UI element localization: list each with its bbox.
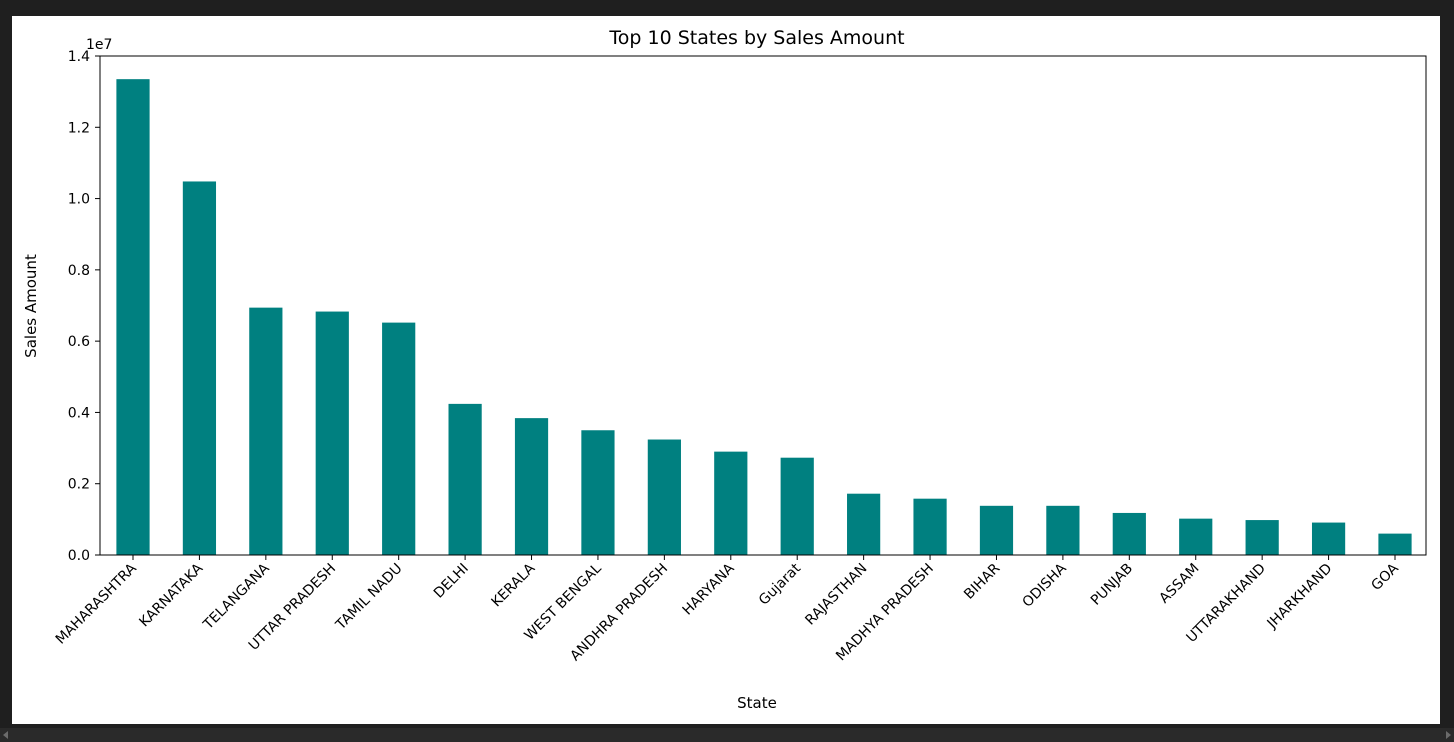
bar-rajasthan xyxy=(847,493,881,555)
bar-punjab xyxy=(1112,512,1146,555)
bar-bihar xyxy=(979,505,1014,555)
x-tick-label: MAHARASHTRA xyxy=(53,560,140,647)
bar-delhi xyxy=(448,403,482,555)
x-tick-label: KERALA xyxy=(489,560,539,610)
bar-karnataka xyxy=(182,181,217,555)
bar-haryana xyxy=(714,451,748,555)
chart-canvas: Top 10 States by Sales Amount 1e7 Sales … xyxy=(12,16,1440,724)
bar-telangana xyxy=(249,307,283,555)
bar-uttar-pradesh xyxy=(315,311,349,555)
x-tick-label: TAMIL NADU xyxy=(332,561,405,634)
bars-group xyxy=(116,79,1412,556)
x-axis-label: State xyxy=(737,694,777,712)
bar-uttarakhand xyxy=(1245,520,1279,555)
y-tick-label: 0.8 xyxy=(68,263,90,279)
y-tick-label: 1.4 xyxy=(68,49,90,65)
y-tick-label: 0.6 xyxy=(68,334,90,350)
x-tick-label: ASSAM xyxy=(1156,561,1202,607)
x-tick-label: Gujarat xyxy=(756,560,804,608)
bar-maharashtra xyxy=(116,79,150,556)
x-tick-label: ODISHA xyxy=(1020,560,1070,610)
bar-goa xyxy=(1378,533,1412,555)
bar-kerala xyxy=(514,418,549,555)
scroll-left-arrow-icon[interactable] xyxy=(3,731,8,739)
bar-gujarat xyxy=(780,457,814,555)
x-tick-label: BIHAR xyxy=(961,560,1003,602)
bar-assam xyxy=(1179,518,1213,555)
y-tick-label: 0.0 xyxy=(68,548,90,564)
y-tick-label: 1.0 xyxy=(68,192,90,208)
bar-andhra-pradesh xyxy=(647,439,681,555)
x-tick-label: HARYANA xyxy=(680,560,738,618)
x-tick-label: TELANGANA xyxy=(200,560,273,633)
scroll-right-arrow-icon[interactable] xyxy=(1446,731,1451,739)
y-axis-ticks: 0.0 0.2 0.4 0.6 0.8 1.0 1.2 1.4 xyxy=(68,49,100,564)
x-tick-label: JHARKHAND xyxy=(1264,561,1336,633)
y-axis-label: Sales Amount xyxy=(22,254,40,358)
bar-west-bengal xyxy=(581,430,615,555)
x-tick-label: GOA xyxy=(1368,560,1402,594)
bar-odisha xyxy=(1046,505,1080,555)
x-tick-label: PUNJAB xyxy=(1088,561,1136,609)
y-tick-label: 1.2 xyxy=(68,120,90,136)
horizontal-scrollbar[interactable] xyxy=(0,728,1454,742)
bar-jharkhand xyxy=(1311,522,1346,555)
bar-chart: Top 10 States by Sales Amount 1e7 Sales … xyxy=(22,27,1427,712)
y-tick-label: 0.4 xyxy=(68,405,90,421)
bar-tamil-nadu xyxy=(382,322,416,555)
chart-title: Top 10 States by Sales Amount xyxy=(608,27,904,49)
x-tick-label: RAJASTHAN xyxy=(802,561,870,629)
plot-area-frame xyxy=(99,55,1427,556)
y-axis-offset-label: 1e7 xyxy=(86,37,112,53)
x-tick-label: DELHI xyxy=(431,561,472,602)
bar-madhya-pradesh xyxy=(913,498,947,555)
x-tick-label: KARNATAKA xyxy=(136,560,206,630)
y-tick-label: 0.2 xyxy=(68,477,90,493)
